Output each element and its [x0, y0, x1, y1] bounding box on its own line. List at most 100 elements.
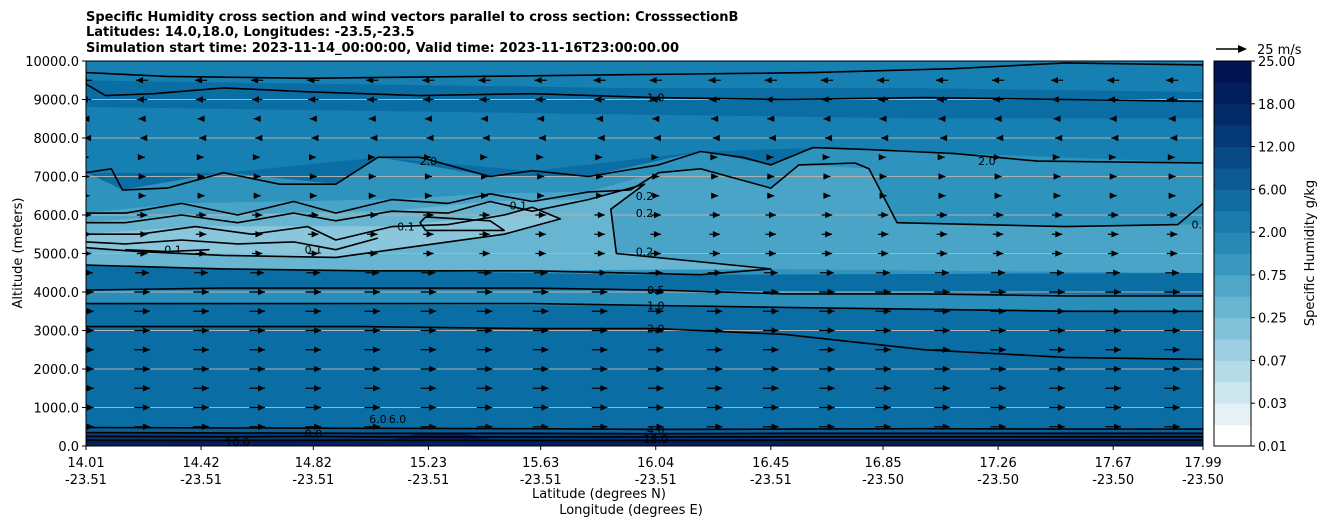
colorbar-segment	[1214, 317, 1251, 340]
wind-vector-head	[311, 134, 319, 142]
contour-label-layer: 1.0 2.0 2.0 0.2 0.2 0.2 0.1 0.1 0.1 0.1 0.1 0.5 1.0 2…	[164, 92, 1203, 449]
wind-vector-head	[535, 96, 543, 103]
wind-vector-head	[313, 269, 321, 276]
wind-vector-head	[711, 115, 719, 122]
wind-vector-head	[600, 346, 608, 353]
wind-vector-head	[480, 115, 488, 122]
wind-vector-head	[86, 346, 94, 353]
wind-vector-head	[485, 308, 493, 315]
wind-vector-head	[201, 346, 209, 353]
y-tick-label: 2000.0	[34, 363, 80, 378]
wind-vector-head	[1055, 134, 1063, 142]
wind-vector-head	[1170, 231, 1178, 238]
wind-vector-head	[820, 77, 828, 84]
wind-vector-head	[142, 404, 150, 411]
wind-vector-head	[201, 385, 209, 392]
wind-vector-head	[712, 134, 720, 142]
wind-vector-head	[314, 423, 322, 430]
wind-vector-head	[996, 211, 1004, 219]
wind-vector-head	[653, 231, 661, 238]
wind-vector-head	[883, 423, 891, 430]
wind-vector-head	[771, 404, 779, 411]
wind-vector-head	[426, 211, 434, 219]
wind-vector-head	[771, 327, 779, 334]
wind-vector-head	[309, 192, 317, 199]
wind-vector-head	[1172, 346, 1180, 353]
wind-vector-head	[538, 134, 546, 142]
wind-vector-head	[935, 77, 943, 84]
wind-vector-head	[1170, 211, 1178, 219]
x-tick-label-lon: -23.50	[1182, 473, 1224, 488]
wind-vector-head	[600, 365, 608, 373]
x-tick-label-lat: 16.04	[637, 456, 674, 471]
wind-vector-head	[652, 192, 660, 199]
wind-vector-head	[769, 211, 777, 219]
wind-vector-head	[998, 288, 1006, 296]
wind-vector-head	[373, 404, 381, 411]
wind-vector-head	[881, 231, 889, 238]
wind-vector-head	[485, 404, 493, 411]
wind-vector-head	[426, 134, 434, 142]
wind-vector-head	[370, 134, 378, 142]
wind-vector-head	[1057, 404, 1065, 411]
wind-vector-head	[1053, 115, 1061, 122]
wind-vector-head	[140, 231, 148, 238]
contour-line-1.0b	[86, 302, 1203, 313]
wind-vector-head	[768, 134, 776, 142]
wind-vector-head	[941, 269, 949, 276]
wind-vector-head	[992, 96, 1000, 103]
wind-vector-head	[825, 250, 833, 257]
colorbar-segment	[1214, 61, 1251, 83]
contour-label: 10.0	[225, 436, 250, 449]
chart-title-line-3: Simulation start time: 2023-11-14_00:00:…	[86, 41, 679, 56]
wind-vector-head	[881, 134, 889, 142]
wind-vector-head	[715, 308, 723, 315]
wind-vector-head	[597, 231, 605, 238]
wind-vector-head	[1172, 288, 1180, 296]
x-tick-label-lon: -23.51	[750, 473, 792, 488]
wind-vector-head	[314, 346, 322, 353]
x-tick-label-lat: 16.45	[752, 456, 789, 471]
wind-vector-head	[484, 269, 492, 276]
wind-vector-head	[195, 96, 203, 103]
wind-vector-head	[879, 115, 887, 122]
wind-vector-head	[86, 134, 92, 142]
wind-vector-head	[1107, 96, 1115, 103]
colorbar-label: Specific Humidity g/kg	[1303, 180, 1318, 326]
wind-vector-head	[936, 96, 944, 103]
wind-vector-head	[1057, 365, 1065, 373]
wind-vector-head	[651, 154, 659, 161]
wind-vector-head	[996, 250, 1004, 257]
contour-label: 0.5	[647, 284, 665, 297]
wind-vector-head	[765, 96, 773, 103]
wind-vector-head	[1113, 365, 1121, 373]
contour-label: 1.0	[647, 92, 665, 105]
colorbar-segment	[1214, 125, 1251, 148]
x-axis-ticks: 14.01 -23.51 14.42 -23.51 14.82 -23.51 15.23 -2…	[65, 446, 1224, 488]
wind-vector-head	[482, 134, 490, 142]
colorbar-segment	[1214, 146, 1251, 169]
wind-vector-head	[424, 154, 432, 161]
wind-vector-head	[597, 211, 605, 219]
wind-vector-head	[1168, 173, 1176, 180]
contour-label: 6.0	[369, 413, 387, 426]
chart-title-line-1: Specific Humidity cross section and wind…	[86, 10, 738, 25]
y-tick-label: 1000.0	[34, 402, 80, 417]
wind-vector-head	[1113, 385, 1121, 392]
wind-vector-head	[424, 192, 432, 199]
wind-vector-head	[656, 327, 664, 334]
wind-vector-head	[199, 211, 207, 219]
wind-vector-head	[1053, 173, 1061, 180]
wind-vector-head	[428, 269, 436, 276]
wind-vector-head	[136, 77, 144, 84]
wind-vector-head	[136, 96, 144, 103]
wind-vector-head	[883, 404, 891, 411]
colorbar-segment	[1214, 103, 1251, 126]
contour-label: 0.1	[164, 244, 182, 257]
wind-vector-head	[537, 192, 545, 199]
wind-vector-head	[715, 346, 723, 353]
wind-vector-head	[538, 250, 546, 257]
wind-vector-head	[373, 327, 381, 334]
wind-vector-head	[372, 269, 380, 276]
